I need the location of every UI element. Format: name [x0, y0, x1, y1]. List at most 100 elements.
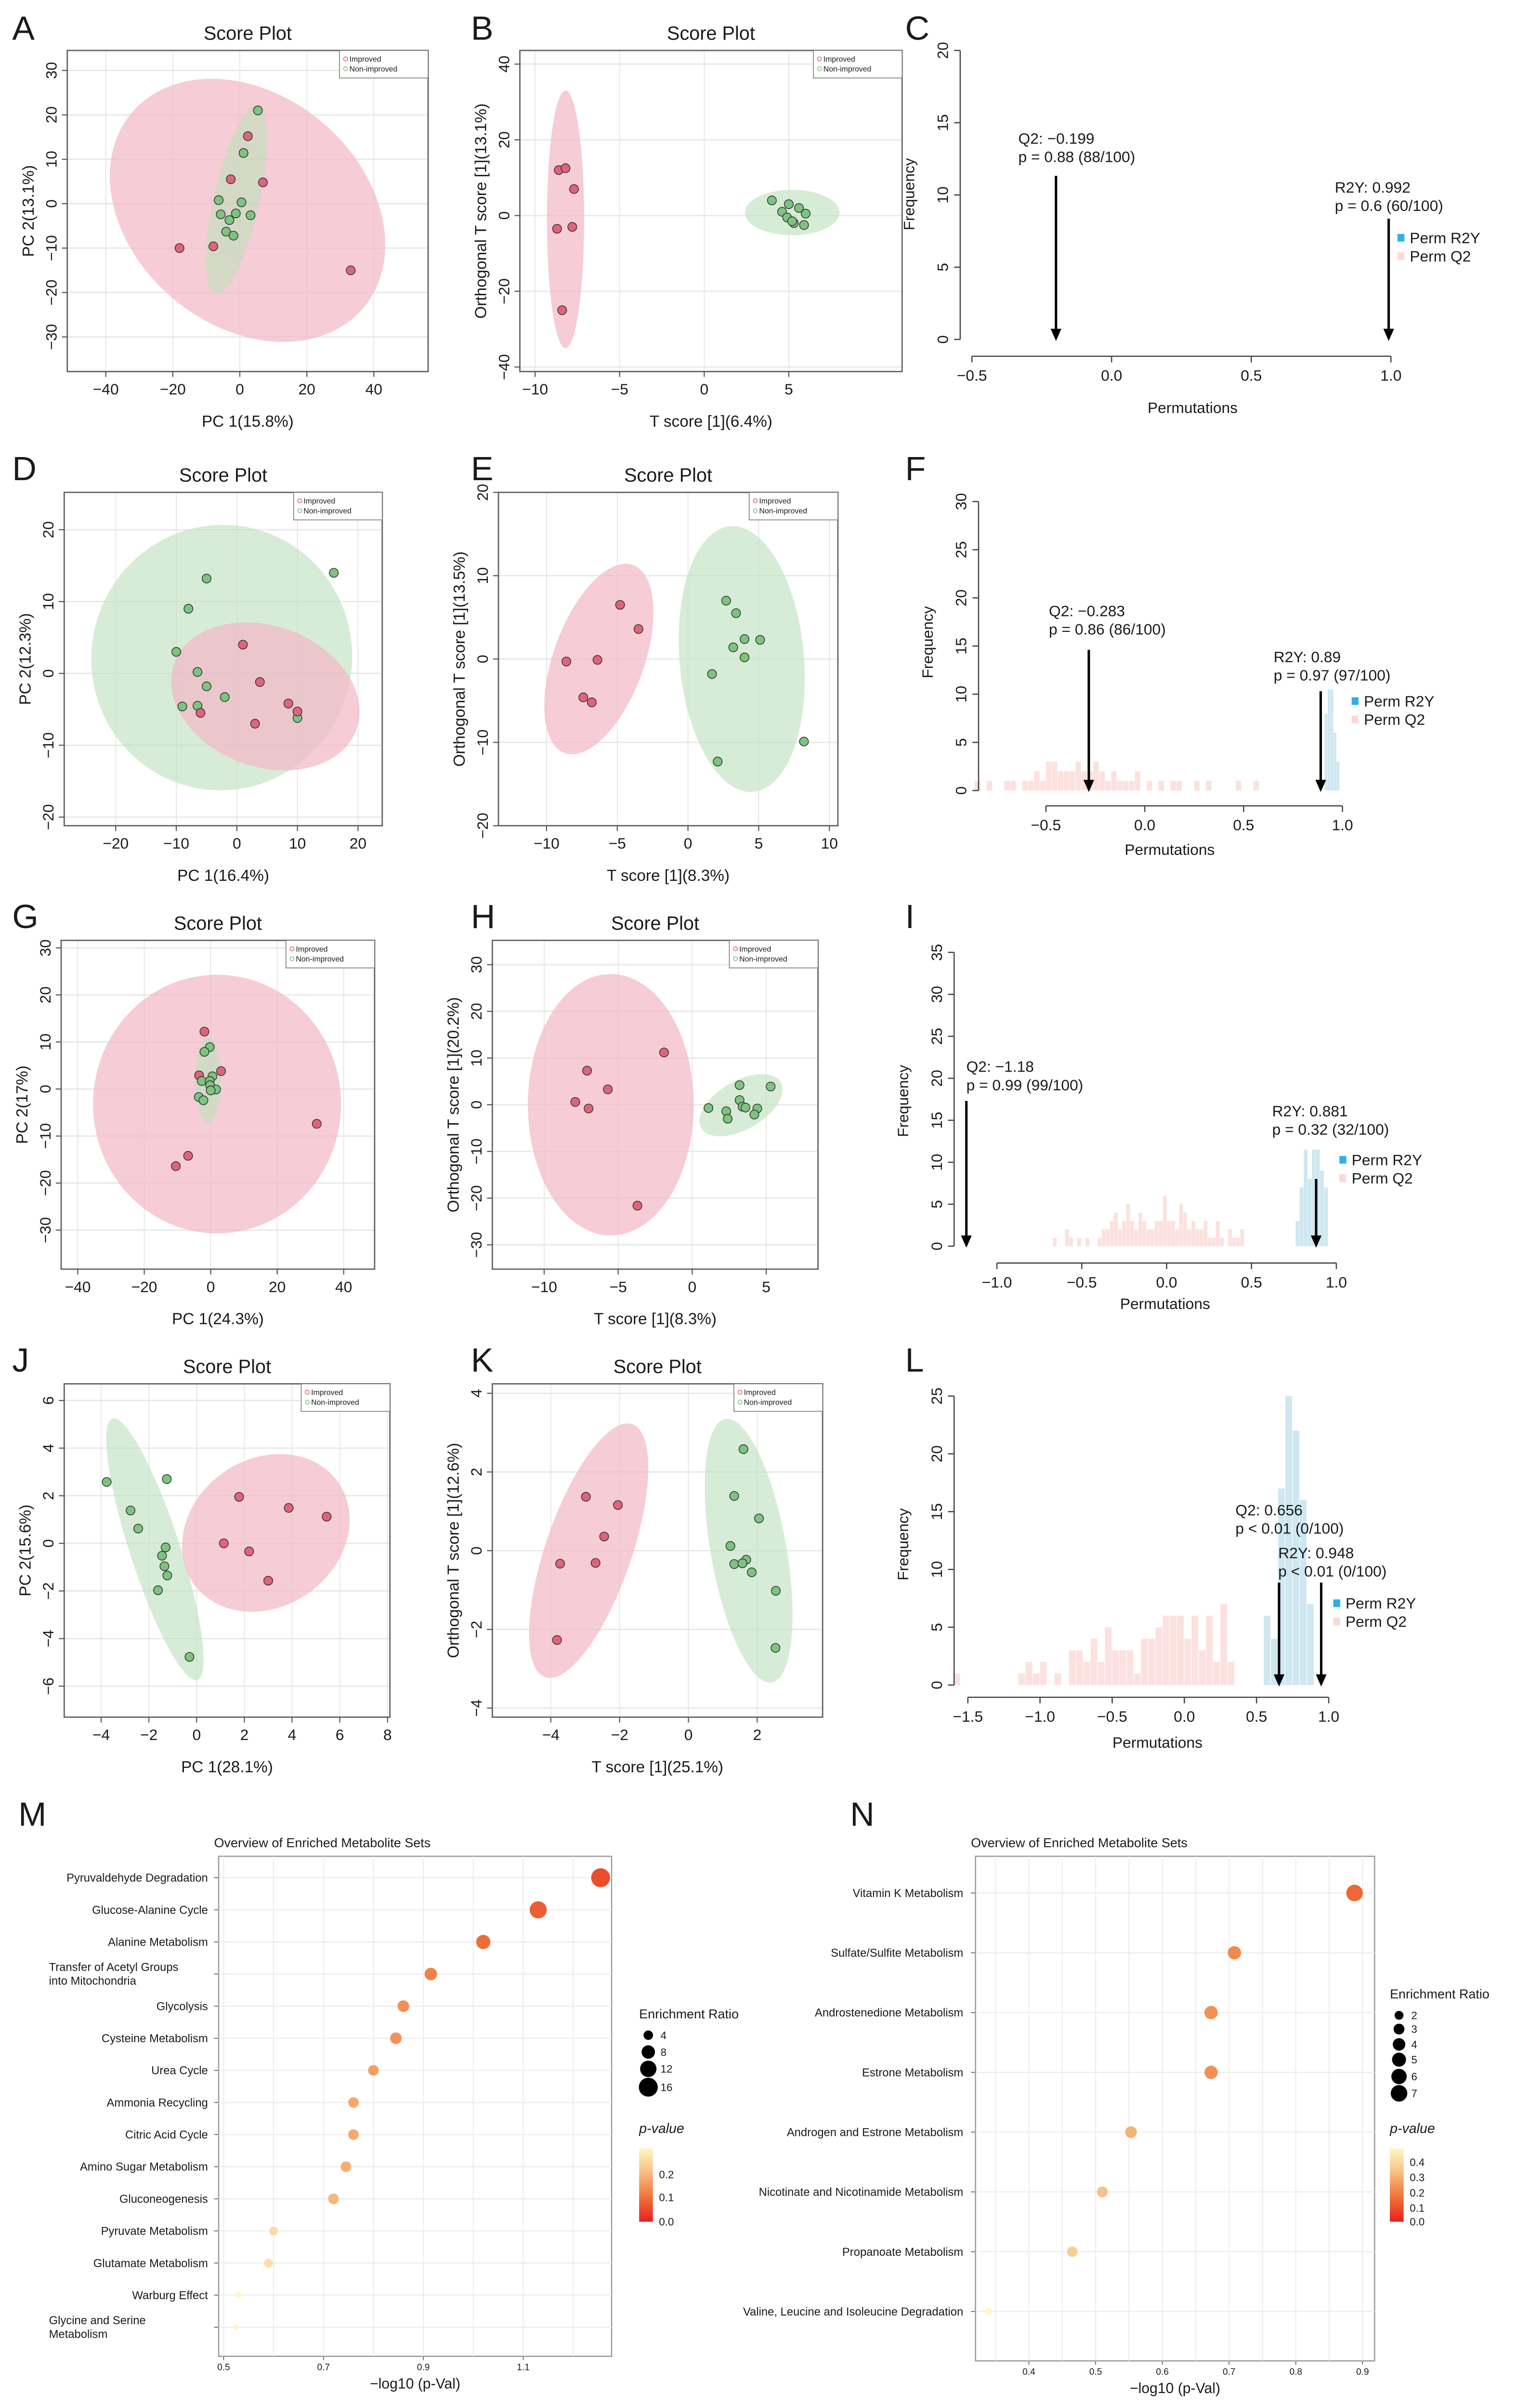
x-tick-label: −5 [610, 1278, 627, 1296]
improved-sample-point [587, 697, 597, 707]
perm-r2y-bar [1316, 1150, 1320, 1246]
x-axis-label: Permutations [1148, 399, 1238, 416]
p-value-legend: p-value 0.4 0.3 0.2 0.1 0.0 [1389, 2121, 1435, 2228]
perm-q2-bar [1167, 1221, 1171, 1246]
legend-size-dot [1390, 2085, 1408, 2102]
perm-q2-bar [1119, 1650, 1126, 1685]
perm-q2-bar [1179, 1204, 1183, 1246]
y-tick-label: 30 [42, 62, 60, 79]
x-tick-label: 20 [269, 1278, 286, 1296]
x-tick-label: −4 [92, 1726, 110, 1743]
category-label: Cysteine Metabolism [102, 2032, 208, 2045]
y-tick-label: −20 [42, 279, 60, 305]
x-tick-label: 40 [335, 1278, 352, 1296]
q2-value-label: Q2: −0.283 [1049, 602, 1125, 620]
non-improved-sample-point [157, 1551, 167, 1561]
y-tick-label: 20 [37, 986, 54, 1003]
y-tick-label: 20 [928, 1445, 945, 1462]
perm-q2-bar [1122, 1221, 1126, 1246]
panel-label: L [905, 1341, 924, 1379]
x-tick-label: −0.5 [1067, 1273, 1097, 1291]
y-tick-label: 20 [42, 106, 60, 123]
category-label: Transfer of Acetyl Groups into Mitochondr… [49, 1961, 179, 1988]
y-tick-label: 10 [39, 593, 57, 610]
enrichment-dot [235, 2292, 242, 2298]
legend-label: Perm Q2 [1352, 1169, 1413, 1187]
legend-size-dot [1394, 2011, 1404, 2020]
x-tick-label: 0.7 [317, 2362, 330, 2372]
non-improved-confidence-ellipse [106, 1418, 204, 1680]
improved-confidence-ellipse [547, 91, 584, 348]
non-improved-sample-point [216, 209, 226, 220]
legend-label: Non-improved [739, 955, 787, 963]
x-tick-label: −1.0 [982, 1273, 1012, 1291]
non-improved-sample-point [721, 596, 731, 606]
x-tick-label: 8 [383, 1726, 392, 1743]
non-improved-sample-point [771, 1586, 781, 1596]
y-tick-label: 20 [39, 521, 57, 538]
x-tick-label: −2 [140, 1726, 157, 1743]
enrichment-dot [1204, 2006, 1218, 2019]
x-tick-label: 0 [207, 1278, 215, 1296]
improved-confidence-ellipse [528, 974, 694, 1236]
perm-q2-bar [1010, 781, 1016, 791]
y-tick-label: 20 [468, 1003, 485, 1020]
y-tick-label: 20 [495, 131, 512, 148]
q2-p-value-label: p = 0.88 (88/100) [1019, 148, 1136, 166]
y-axis-label: Frequency [894, 1065, 912, 1137]
improved-sample-point [590, 1558, 601, 1568]
perm-q2-bar [1232, 1238, 1236, 1246]
panel-label: E [471, 450, 494, 487]
non-improved-sample-point [749, 1110, 759, 1120]
x-tick-label: 0.8 [1290, 2367, 1302, 2377]
legend-size-label: 3 [1411, 2023, 1417, 2035]
perm-q2-bar [1077, 1238, 1081, 1246]
x-tick-label: 1.1 [517, 2362, 529, 2372]
y-tick-label: 4 [39, 1444, 57, 1453]
non-improved-sample-point [253, 105, 263, 116]
y-tick-label: −20 [474, 813, 491, 839]
y-tick-label: −10 [39, 732, 57, 758]
legend-marker [343, 56, 348, 62]
perm-q2-bar [1150, 1229, 1155, 1246]
panel-label: K [471, 1341, 494, 1379]
perm-q2-bar [1075, 761, 1081, 791]
perm-q2-bar [1235, 781, 1241, 791]
legend-marker [733, 956, 738, 961]
perm-q2-bar [1099, 771, 1105, 791]
category-label: Glucose-Alanine Cycle [92, 1904, 208, 1917]
non-improved-sample-point [767, 196, 777, 206]
perm-q2-bar [1129, 781, 1135, 791]
colorbar-tick-label: 0.2 [1410, 2187, 1424, 2199]
non-improved-sample-point [729, 1491, 739, 1501]
y-tick-label: −10 [37, 1123, 54, 1149]
non-improved-sample-point [160, 1543, 170, 1553]
category-label: Propanoate Metabolism [842, 2246, 963, 2259]
plot-frame [63, 491, 383, 826]
x-tick-label: 10 [289, 835, 306, 852]
improved-sample-point [659, 1047, 669, 1058]
perm-q2-bar [1206, 1615, 1213, 1685]
plot-title: Score Plot [611, 913, 699, 934]
non-improved-sample-point [162, 1474, 172, 1484]
perm-q2-bar [1199, 1229, 1203, 1246]
y-tick-label: −40 [495, 354, 512, 380]
improved-sample-point [219, 1538, 229, 1548]
perm-q2-bar [1195, 1229, 1200, 1246]
x-tick-label: 1.0 [1380, 367, 1401, 384]
y-tick-label: −4 [468, 1700, 485, 1717]
y-tick-label: −20 [39, 804, 57, 830]
perm-q2-bar [1110, 1221, 1114, 1246]
perm-q2-bar [1148, 1638, 1155, 1685]
q2-p-value-label: p < 0.01 (0/100) [1235, 1520, 1344, 1537]
improved-sample-point [615, 600, 625, 610]
x-tick-label: 0.6 [1156, 2367, 1168, 2377]
y-tick-label: 10 [953, 686, 970, 703]
non-improved-sample-point [731, 608, 741, 618]
legend-swatch [1333, 1599, 1340, 1607]
legend-label: Perm Q2 [1346, 1613, 1407, 1630]
